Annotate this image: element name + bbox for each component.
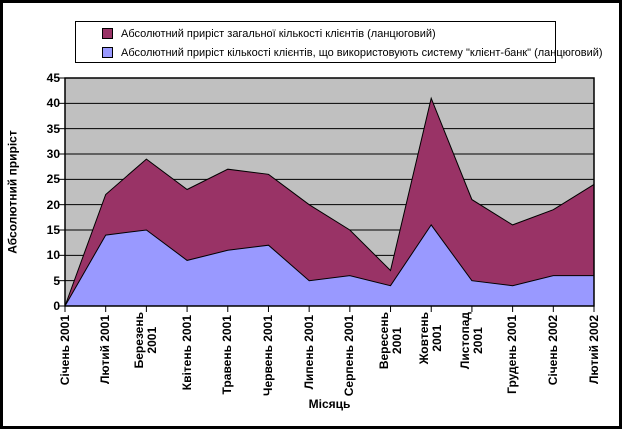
legend-swatch-client-bank-icon <box>102 47 113 58</box>
y-tick-label: 45 <box>46 71 60 85</box>
x-tick-label-text: Червень 2001 <box>260 315 275 396</box>
area-series-1 <box>64 224 595 307</box>
y-tick-label: 25 <box>46 172 60 187</box>
legend-swatch-total-icon <box>102 28 113 39</box>
legend-item-client-bank: Абсолютний приріст кількості клієнтів, щ… <box>102 43 603 62</box>
x-tick-label-text: Березень 2001 <box>132 312 160 369</box>
legend-label-total: Абсолютний приріст загальної кількості к… <box>121 27 436 40</box>
x-tick-label-text: Січень 2002 <box>545 315 560 386</box>
x-tick-label: Лютий 2002 <box>587 312 622 384</box>
plot-border <box>64 77 595 307</box>
y-tick-label: 30 <box>46 147 60 161</box>
x-tick-label-text: Жовтень 2001 <box>417 312 445 365</box>
legend-item-total: Абсолютний приріст загальної кількості к… <box>102 24 555 43</box>
y-axis-title: Абсолютний приріст <box>6 130 21 254</box>
x-tick-label-text: Серпень 2001 <box>342 315 357 397</box>
chart-legend: Абсолютний приріст загальної кількості к… <box>75 21 603 63</box>
y-tick-label: 35 <box>46 121 60 136</box>
y-tick-label: 5 <box>53 273 60 288</box>
y-tick-label: 40 <box>46 96 60 111</box>
legend-label-client-bank: Абсолютний приріст кількості клієнтів, щ… <box>121 46 603 59</box>
x-tick-label-text: Лютий 2002 <box>586 315 601 385</box>
y-tick-label: 0 <box>53 299 60 313</box>
x-tick-label-text: Травень 2001 <box>220 315 235 395</box>
area-series-0 <box>64 96 595 307</box>
x-tick-label-text: Липень 2001 <box>301 315 316 390</box>
x-tick-label-text: Квітень 2001 <box>179 315 194 391</box>
y-tick-label: 15 <box>46 223 60 237</box>
x-tick-label-text: Січень 2001 <box>57 315 72 386</box>
x-tick-label-text: Вересень 2001 <box>376 312 404 370</box>
x-tick-label-text: Лютий 2001 <box>98 315 113 385</box>
y-tick-label: 10 <box>46 248 60 263</box>
x-axis-title: Місяць <box>308 397 351 411</box>
x-tick-label-text: Листопад 2001 <box>457 312 485 370</box>
x-tick-label-text: Грудень 2001 <box>505 315 520 394</box>
y-tick-label: 20 <box>46 197 60 212</box>
